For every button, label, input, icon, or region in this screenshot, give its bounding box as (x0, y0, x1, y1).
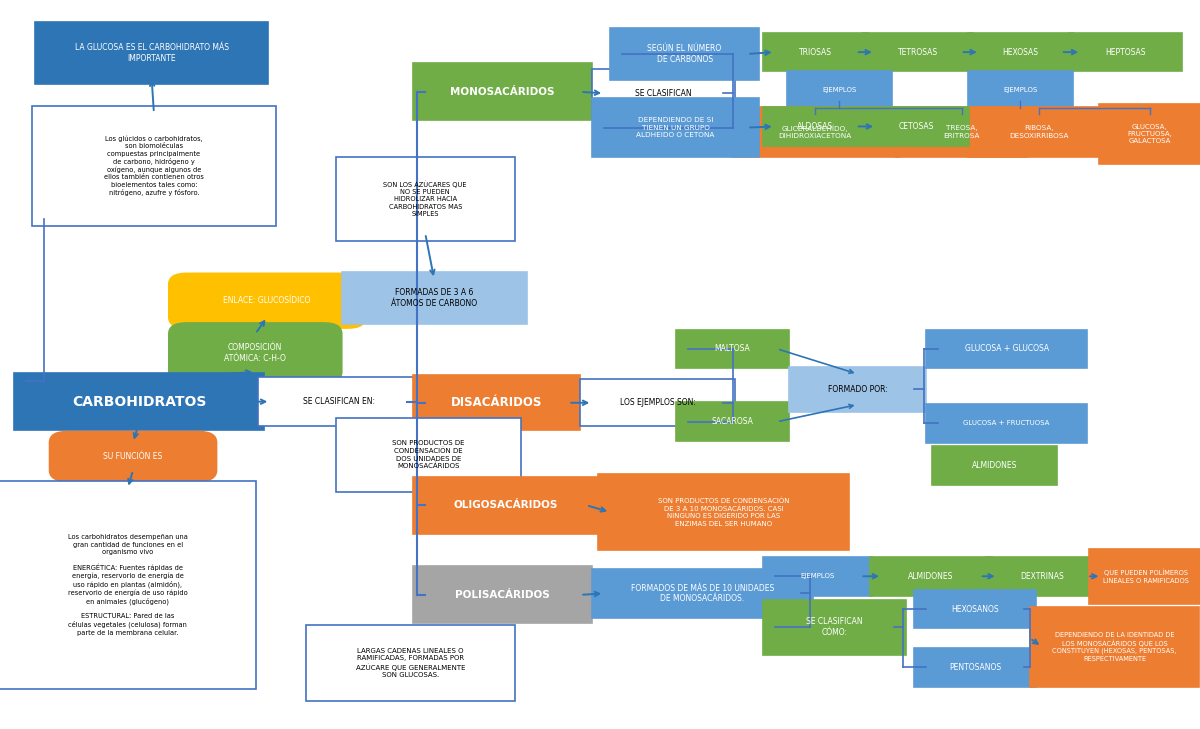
Text: POLISACÁRIDOS: POLISACÁRIDOS (455, 590, 550, 600)
Text: EJEMPLOS: EJEMPLOS (1003, 87, 1038, 93)
Text: SU FUNCIÓN ES: SU FUNCIÓN ES (103, 452, 163, 461)
Text: TRIOSAS: TRIOSAS (799, 47, 832, 57)
FancyBboxPatch shape (763, 600, 906, 655)
Text: EJEMPLOS: EJEMPLOS (822, 87, 856, 93)
Text: Los glúcidos o carbohidratos,
son biomoléculas
compuestas principalmente
de carb: Los glúcidos o carbohidratos, son biomol… (104, 136, 204, 196)
FancyBboxPatch shape (49, 432, 216, 481)
Text: DEPENDIENDO DE LA IDENTIDAD DE
LOS MONOSACÁRIDOS QUE LOS
CONSTITUYEN (HEXOSAS, P: DEPENDIENDO DE LA IDENTIDAD DE LOS MONOS… (1052, 631, 1177, 662)
Text: ALDOSAS: ALDOSAS (797, 122, 833, 131)
FancyBboxPatch shape (968, 71, 1073, 108)
FancyBboxPatch shape (598, 474, 848, 550)
Text: SE CLASIFICAN: SE CLASIFICAN (636, 89, 692, 98)
Text: ALMIDONES: ALMIDONES (972, 461, 1018, 470)
Text: SE CLASIFICAN
CÓMO:: SE CLASIFICAN CÓMO: (806, 617, 863, 637)
Text: LARGAS CADENAS LINEALES O
RAMIFICADAS, FORMADAS POR
AZÚCARE QUE GENERALMENTE
SON: LARGAS CADENAS LINEALES O RAMIFICADAS, F… (355, 648, 466, 678)
Text: HEPTOSAS: HEPTOSAS (1105, 47, 1146, 57)
Text: TREOSA,
ERITROSA: TREOSA, ERITROSA (943, 125, 980, 139)
FancyBboxPatch shape (676, 330, 788, 368)
Text: SEGÚN EL NÚMERO
DE CARBONOS: SEGÚN EL NÚMERO DE CARBONOS (648, 44, 721, 64)
Text: LA GLUCOSA ES EL CARBOHIDRATO MÁS
IMPORTANTE: LA GLUCOSA ES EL CARBOHIDRATO MÁS IMPORT… (74, 43, 228, 63)
Text: EJEMPLOS: EJEMPLOS (800, 573, 835, 580)
Text: FORMADOS DE MÁS DE 10 UNIDADES
DE MONOSACÁRIDOS.: FORMADOS DE MÁS DE 10 UNIDADES DE MONOSA… (631, 583, 774, 604)
FancyBboxPatch shape (914, 648, 1036, 687)
FancyBboxPatch shape (413, 477, 598, 534)
FancyBboxPatch shape (31, 106, 276, 226)
Text: FORMADAS DE 3 A 6
ÁTOMOS DE CARBONO: FORMADAS DE 3 A 6 ÁTOMOS DE CARBONO (391, 288, 478, 308)
Text: TETROSAS: TETROSAS (898, 47, 938, 57)
FancyBboxPatch shape (610, 28, 760, 80)
FancyBboxPatch shape (1030, 607, 1199, 687)
FancyBboxPatch shape (870, 557, 991, 596)
FancyBboxPatch shape (985, 557, 1099, 596)
FancyBboxPatch shape (336, 418, 521, 492)
Text: LOS EJEMPLOS SON:: LOS EJEMPLOS SON: (620, 398, 696, 408)
FancyBboxPatch shape (1099, 104, 1200, 164)
FancyBboxPatch shape (592, 569, 812, 618)
Text: SE CLASIFICAN EN:: SE CLASIFICAN EN: (302, 397, 374, 406)
FancyBboxPatch shape (169, 273, 366, 328)
Text: DEPENDIENDO DE SI
TIENEN UN GRUPO
ALDHEIDO O CETONA: DEPENDIENDO DE SI TIENEN UN GRUPO ALDHEI… (636, 117, 715, 138)
FancyBboxPatch shape (968, 33, 1073, 71)
FancyBboxPatch shape (413, 566, 592, 623)
FancyBboxPatch shape (786, 71, 892, 108)
FancyBboxPatch shape (763, 33, 868, 71)
FancyBboxPatch shape (592, 69, 736, 118)
FancyBboxPatch shape (763, 107, 868, 146)
FancyBboxPatch shape (13, 373, 264, 430)
FancyBboxPatch shape (896, 107, 1027, 157)
FancyBboxPatch shape (763, 557, 872, 596)
FancyBboxPatch shape (0, 481, 256, 689)
Text: FORMADO POR:: FORMADO POR: (828, 385, 887, 394)
Text: QUE PUEDEN POLÍMEROS
LINEALES O RAMIFICADOS: QUE PUEDEN POLÍMEROS LINEALES O RAMIFICA… (1103, 569, 1188, 584)
FancyBboxPatch shape (864, 107, 970, 146)
Text: COMPOSICIÓN
ATÓMICA: C-H-O: COMPOSICIÓN ATÓMICA: C-H-O (224, 343, 287, 363)
Text: GLUCOSA + FRUCTUOSA: GLUCOSA + FRUCTUOSA (964, 420, 1050, 426)
FancyBboxPatch shape (258, 377, 419, 426)
Text: MONOSACÁRIDOS: MONOSACÁRIDOS (450, 87, 554, 97)
FancyBboxPatch shape (1090, 549, 1200, 604)
FancyBboxPatch shape (342, 272, 527, 324)
Text: SON LOS AZÚCARES QUE
NO SE PUEDEN
HIDROLIZAR HACIA
CARBOHIDRATOS MAS
SIMPLES: SON LOS AZÚCARES QUE NO SE PUEDEN HIDROL… (384, 180, 467, 217)
FancyBboxPatch shape (926, 330, 1087, 368)
FancyBboxPatch shape (914, 590, 1036, 628)
FancyBboxPatch shape (592, 98, 760, 157)
Text: ALMIDONES: ALMIDONES (908, 572, 954, 581)
Text: CETOSAS: CETOSAS (899, 122, 935, 131)
Text: GLICERALDEHÍDO,
DIHIDROXIACETONA: GLICERALDEHÍDO, DIHIDROXIACETONA (779, 125, 852, 139)
Text: OLIGOSACÁRIDOS: OLIGOSACÁRIDOS (454, 500, 558, 510)
Text: SON PRODUCTOS DE CONDENSACIÓN
DE 3 A 10 MONOSACÁRIDOS. CASI
NINGUNO ES DIGERIDO : SON PRODUCTOS DE CONDENSACIÓN DE 3 A 10 … (658, 498, 790, 526)
Text: SON PRODUCTOS DE
CONDENSACIÓN DE
DOS UNIDADES DE
MONOSACÁRIDOS: SON PRODUCTOS DE CONDENSACIÓN DE DOS UNI… (392, 440, 464, 469)
Text: HEXOSANOS: HEXOSANOS (952, 604, 998, 614)
Text: ENLACE: GLUCOSÍDICO: ENLACE: GLUCOSÍDICO (223, 296, 311, 305)
FancyBboxPatch shape (169, 323, 342, 383)
FancyBboxPatch shape (1069, 33, 1182, 71)
Text: DEXTRINAS: DEXTRINAS (1020, 572, 1064, 581)
Text: DISACÁRIDOS: DISACÁRIDOS (451, 397, 542, 409)
FancyBboxPatch shape (926, 404, 1087, 443)
Text: GLUCOSA,
FRUCTUOSA,
GALACTOSA: GLUCOSA, FRUCTUOSA, GALACTOSA (1127, 123, 1172, 144)
FancyBboxPatch shape (581, 379, 736, 426)
Text: GLUCOSA + GLUCOSA: GLUCOSA + GLUCOSA (965, 344, 1049, 354)
FancyBboxPatch shape (336, 157, 515, 241)
Text: SACAROSA: SACAROSA (712, 417, 754, 426)
FancyBboxPatch shape (968, 107, 1111, 157)
Text: HEXOSAS: HEXOSAS (1002, 47, 1038, 57)
Text: PENTOSANOS: PENTOSANOS (949, 663, 1001, 672)
Text: CARBOHIDRATOS: CARBOHIDRATOS (72, 394, 206, 409)
Text: Los carbohidratos desempeñan una
gran cantidad de funciones en el
organismo vivo: Los carbohidratos desempeñan una gran ca… (67, 534, 187, 636)
FancyBboxPatch shape (788, 367, 926, 412)
Text: RIBOSA,
DESOXIRRIBOSA: RIBOSA, DESOXIRRIBOSA (1009, 125, 1069, 139)
FancyBboxPatch shape (413, 63, 592, 120)
FancyBboxPatch shape (732, 107, 899, 157)
FancyBboxPatch shape (413, 375, 581, 430)
FancyBboxPatch shape (306, 625, 515, 701)
FancyBboxPatch shape (932, 446, 1057, 485)
FancyBboxPatch shape (863, 33, 973, 71)
FancyBboxPatch shape (676, 402, 788, 441)
Text: MALTOSA: MALTOSA (714, 344, 750, 354)
FancyBboxPatch shape (35, 22, 268, 84)
